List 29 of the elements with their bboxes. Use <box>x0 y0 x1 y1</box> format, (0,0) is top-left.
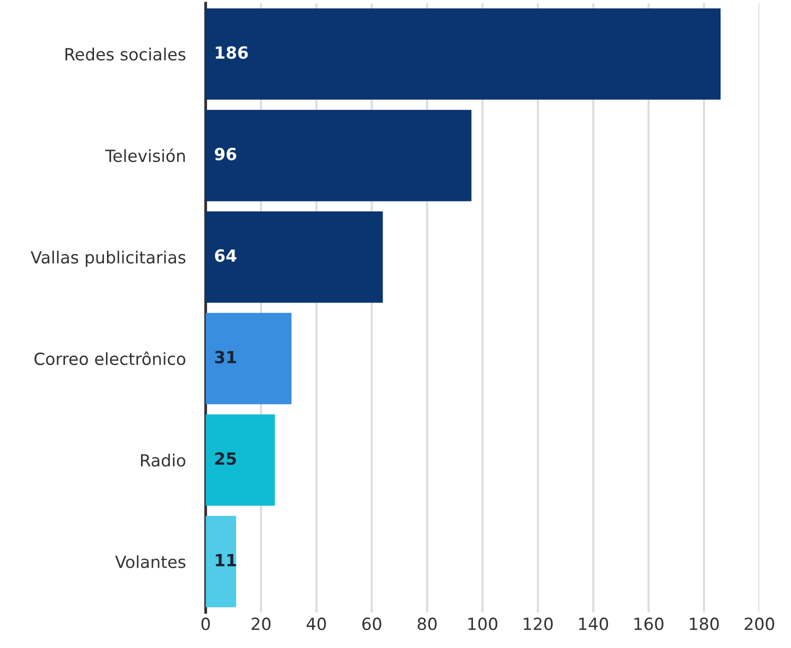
x-tick-label: 20 <box>252 618 271 630</box>
y-tick-label: Correo electrônico <box>34 352 186 366</box>
bar <box>206 516 236 608</box>
data-label: 96 <box>214 148 236 160</box>
bar <box>206 312 292 404</box>
x-tick-label: 40 <box>306 618 326 630</box>
y-tick-label: Vallas publicitarias <box>30 250 186 267</box>
data-label: 186 <box>216 46 248 59</box>
y-tick-label: Televisión <box>105 148 185 162</box>
x-tick-label: 100 <box>468 618 498 630</box>
data-label: 64 <box>215 249 236 262</box>
x-tick-label: 0 <box>201 618 210 630</box>
data-label: 11 <box>216 554 236 566</box>
x-tick-label: 200 <box>744 618 774 630</box>
x-tick-label: 80 <box>418 618 437 630</box>
data-label: 25 <box>215 452 236 465</box>
y-tick-label: Volantes <box>115 555 186 568</box>
data-label: 31 <box>215 350 236 364</box>
y-tick-label: Redes sociales <box>65 48 186 61</box>
x-tick-label: 60 <box>362 618 382 630</box>
bar <box>206 211 383 303</box>
x-tick-label: 140 <box>579 618 608 630</box>
bar <box>206 110 472 202</box>
bar <box>206 8 721 100</box>
x-tick-label: 180 <box>690 618 719 630</box>
bar <box>206 414 275 506</box>
x-tick-label: 120 <box>524 618 553 630</box>
x-tick-label: 160 <box>634 618 664 630</box>
y-tick-label: Radio <box>141 454 186 467</box>
